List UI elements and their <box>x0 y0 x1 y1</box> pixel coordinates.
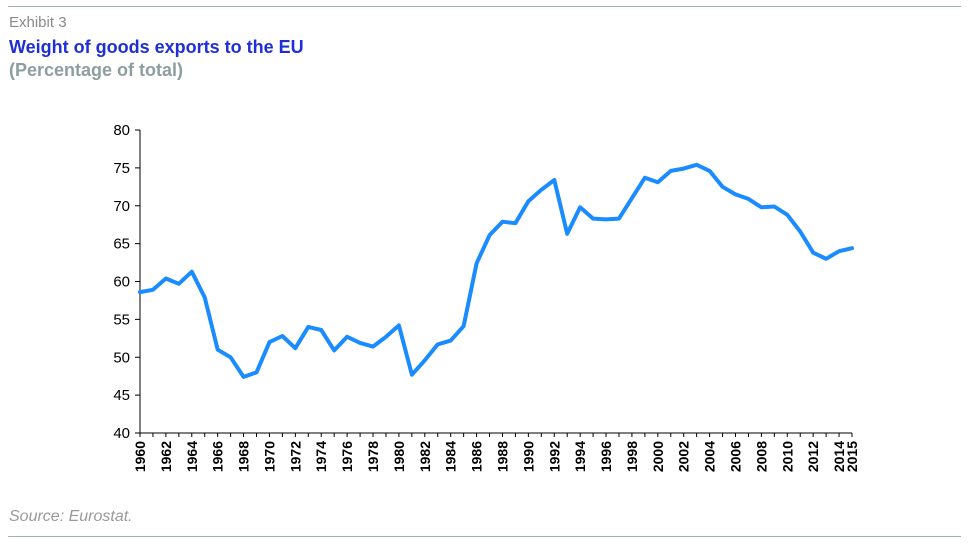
x-tick-label: 2014 <box>831 441 847 472</box>
y-tick-label: 50 <box>113 349 130 366</box>
y-axis-ticks: 40 45 50 55 60 65 70 75 80 <box>113 122 140 442</box>
chart-axes <box>139 130 852 434</box>
x-tick-label: 2010 <box>779 441 795 472</box>
chart-subtitle: (Percentage of total) <box>9 60 184 80</box>
y-tick-label: 65 <box>113 236 130 253</box>
x-tick-label: 1994 <box>572 441 588 472</box>
x-tick-label: 1996 <box>598 441 614 472</box>
y-tick-label: 60 <box>113 274 130 291</box>
x-axis-ticks: 1960 1962 1964 1966 1968 1970 1972 1974 1976 1978… <box>132 433 860 472</box>
y-tick-label: 75 <box>113 160 130 177</box>
series-line-1 <box>138 162 854 379</box>
y-tick-label: 80 <box>113 122 130 139</box>
x-tick-label: 1976 <box>339 441 355 472</box>
y-tick-label: 70 <box>113 198 130 215</box>
x-tick-label: 1986 <box>469 441 485 472</box>
x-tick-label: 2004 <box>702 441 718 472</box>
y-tick-label: 45 <box>113 387 130 404</box>
x-tick-label: 1968 <box>236 441 252 472</box>
x-tick-label: 1998 <box>624 441 640 472</box>
chart-series <box>138 162 854 379</box>
x-tick-label: 1980 <box>391 441 407 472</box>
x-tick-label: 1982 <box>417 441 433 472</box>
source-note: Source: Eurostat. <box>9 508 133 525</box>
x-tick-label: 1978 <box>365 441 381 472</box>
x-tick-label: 1960 <box>132 441 148 472</box>
x-tick-label: 2002 <box>676 441 692 472</box>
x-tick-label: 1966 <box>210 441 226 472</box>
bottom-rule <box>8 536 961 537</box>
chart-title: Weight of goods exports to the EU <box>9 37 304 57</box>
x-tick-label: 1992 <box>546 441 562 472</box>
x-tick-label: 2015 <box>844 441 860 472</box>
x-tick-label: 2006 <box>727 441 743 472</box>
top-rule <box>8 6 961 7</box>
y-tick-label: 40 <box>113 425 130 442</box>
x-tick-label: 2000 <box>650 441 666 472</box>
x-tick-label: 1988 <box>494 441 510 472</box>
x-tick-label: 1974 <box>313 441 329 472</box>
x-tick-label: 2008 <box>753 441 769 472</box>
x-tick-label: 1962 <box>158 441 174 472</box>
x-tick-label: 1990 <box>520 441 536 472</box>
x-tick-label: 2012 <box>805 441 821 472</box>
exhibit-label: Exhibit 3 <box>9 14 67 31</box>
x-tick-label: 1970 <box>261 441 277 472</box>
x-tick-label: 1964 <box>184 441 200 472</box>
x-tick-label: 1972 <box>287 441 303 472</box>
y-tick-label: 55 <box>113 311 130 328</box>
x-tick-label: 1984 <box>443 441 459 472</box>
